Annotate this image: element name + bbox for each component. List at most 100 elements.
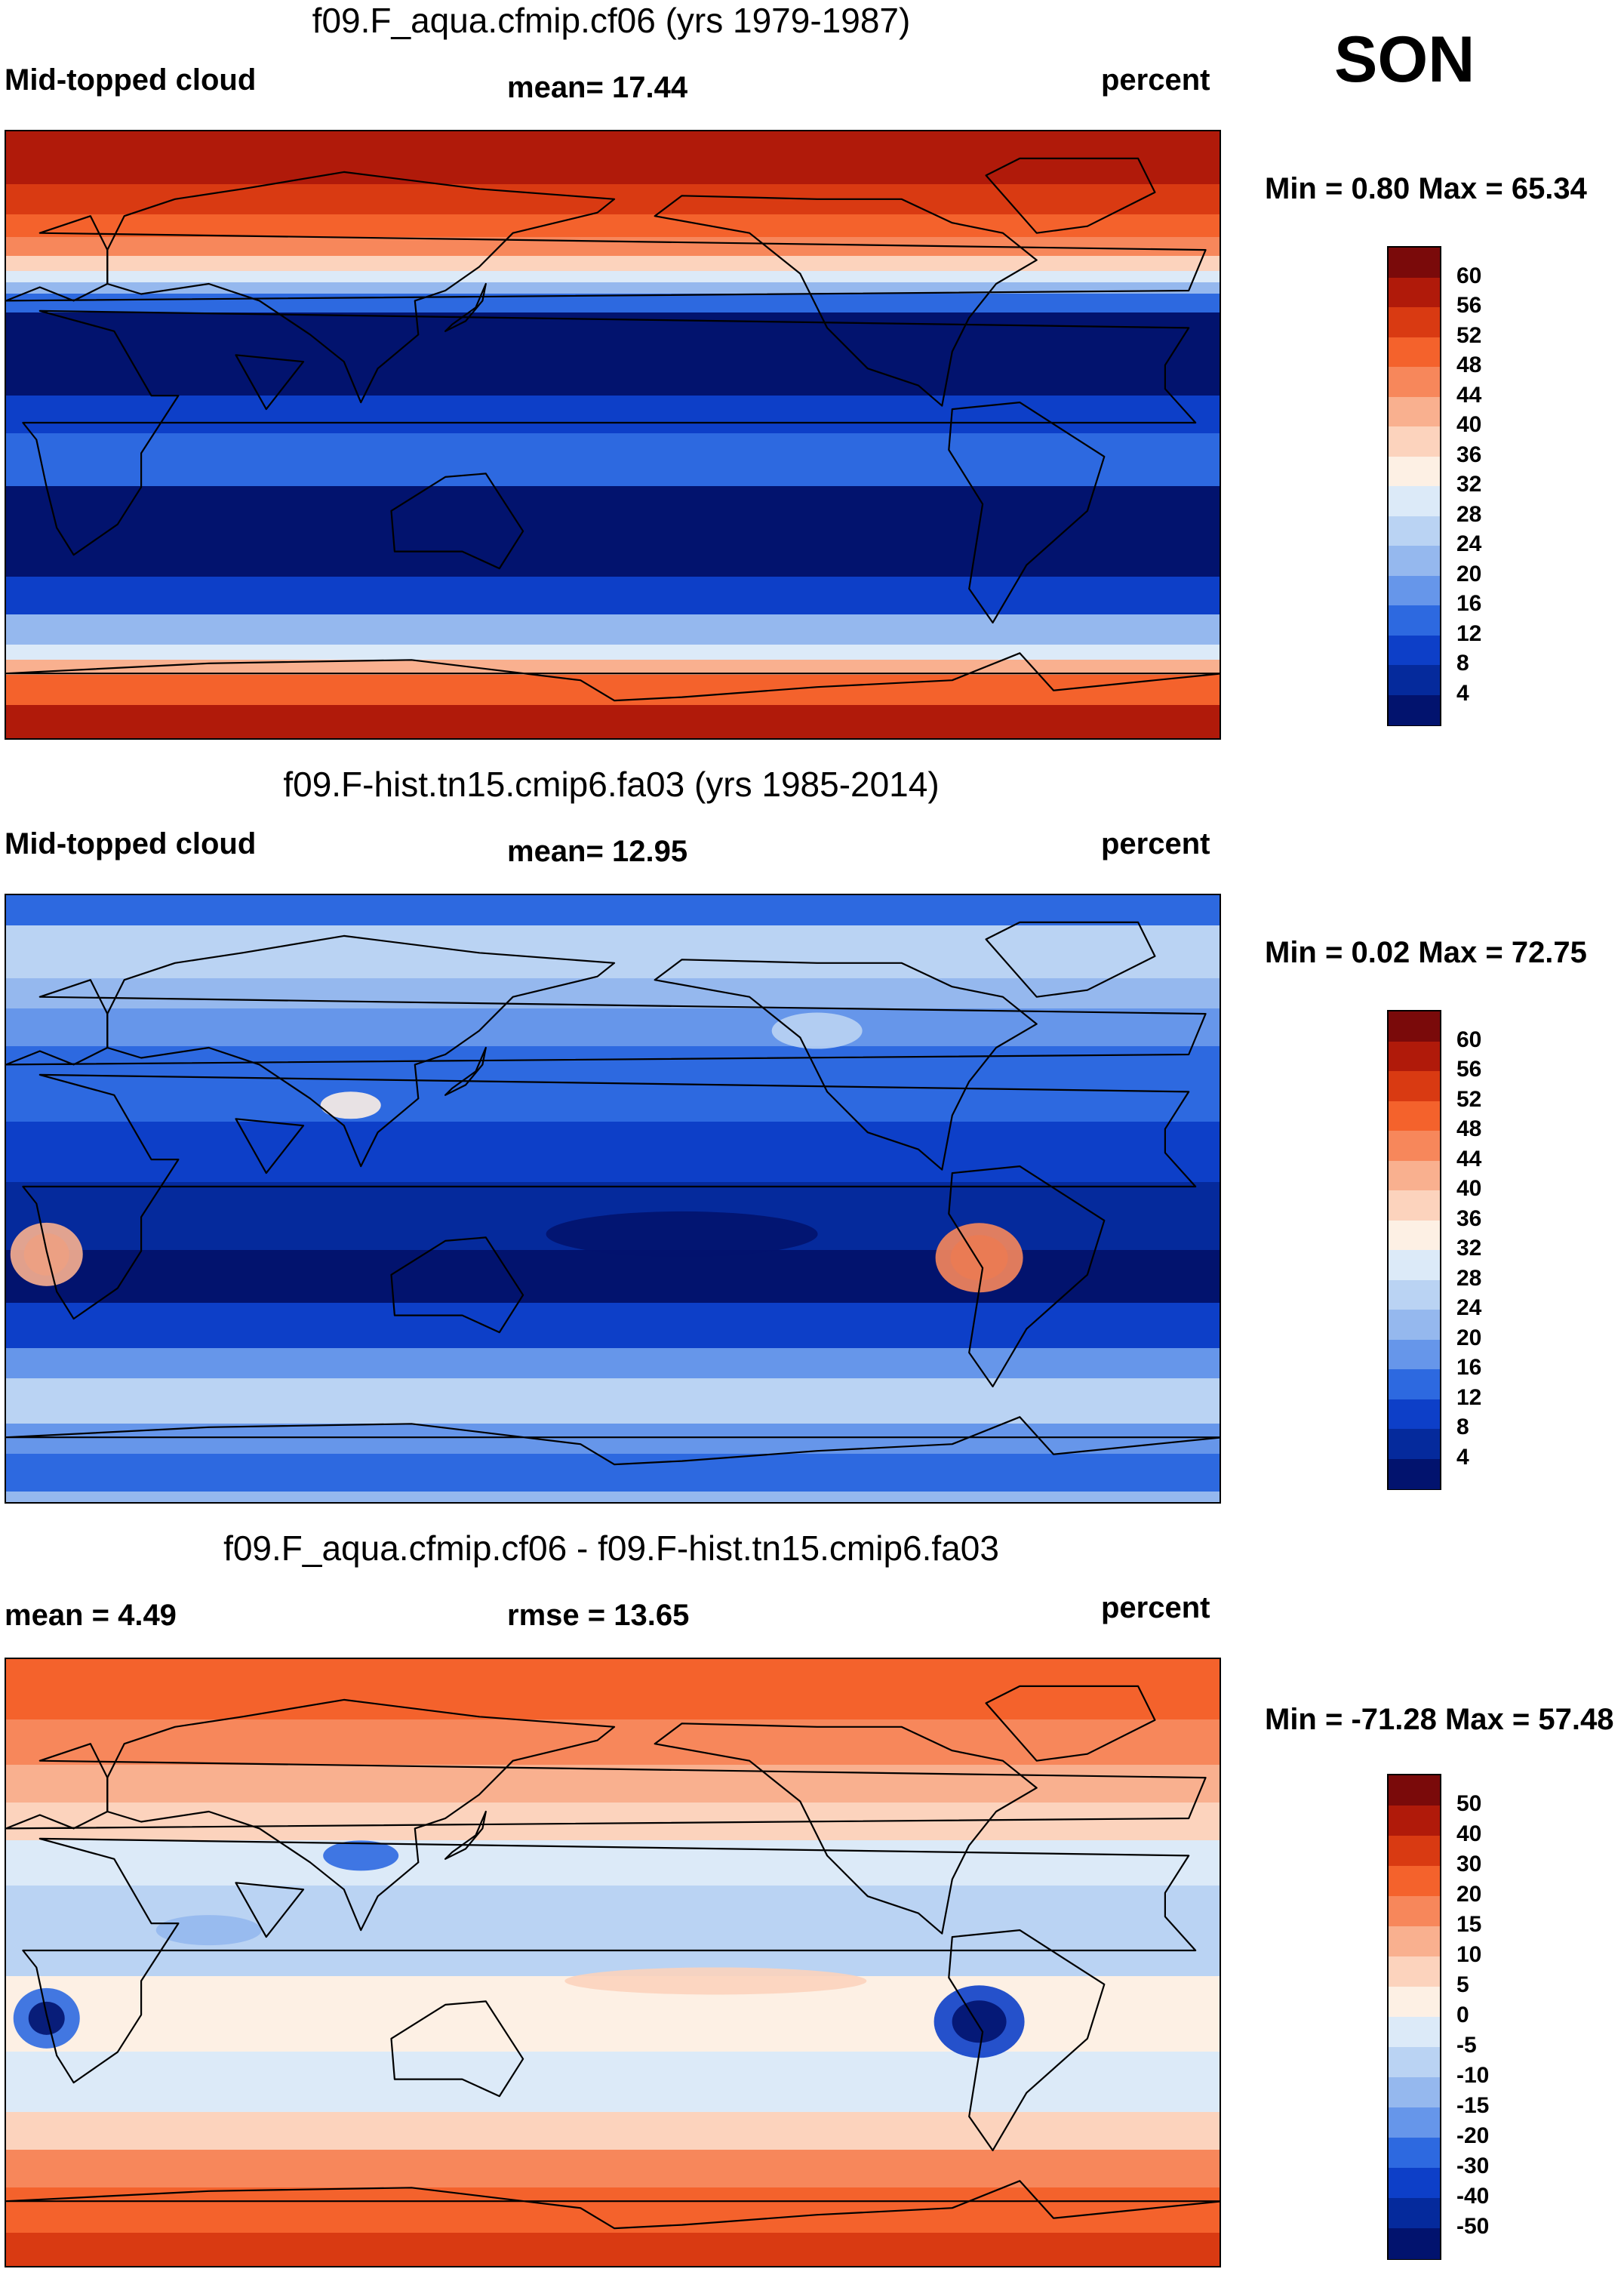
continent-outline [654, 1722, 1038, 1935]
colorbar-swatch [1389, 1956, 1440, 1987]
colorbar-swatch [1389, 1101, 1440, 1131]
colorbar-tick-label: 10 [1456, 1942, 1482, 1967]
colorbar-tick-label: 16 [1456, 591, 1482, 616]
colorbar-swatch [1389, 1369, 1440, 1400]
continent-outline [22, 309, 1197, 556]
contour-anomaly [546, 1211, 818, 1257]
continent-outline [948, 402, 1106, 624]
continent-outline [985, 921, 1156, 998]
contour-band [6, 1250, 1220, 1304]
contour-band [6, 214, 1220, 238]
colorbar-tick-label: 24 [1456, 531, 1482, 556]
contour-band [6, 294, 1220, 313]
colorbar-swatch [1389, 1041, 1440, 1072]
colorbar-swatch [1389, 2138, 1440, 2169]
continent-outline [444, 1810, 487, 1860]
contour-band [6, 271, 1220, 283]
colorbar-swatch [1389, 248, 1440, 279]
panel-1-variable-label: Mid-topped cloud [5, 63, 257, 97]
continent-outline [22, 1837, 1197, 2084]
continent-outline [985, 157, 1156, 234]
colorbar-tick-label: -5 [1456, 2033, 1477, 2058]
colorbar-swatch [1389, 2198, 1440, 2229]
continent-outline [6, 1743, 1207, 1830]
colorbar-tick-label: 30 [1456, 1852, 1482, 1876]
panel-1-min-max: Min = 0.80 Max = 65.34 [1265, 172, 1587, 205]
colorbar-swatch [1389, 2017, 1440, 2048]
colorbar-swatch [1389, 307, 1440, 338]
colorbar-swatch [1389, 546, 1440, 577]
colorbar-swatch [1389, 1399, 1440, 1430]
contour-band [6, 1348, 1220, 1379]
colorbar-tick-label: 60 [1456, 263, 1482, 288]
panel-3-mean-label: mean = 4.49 [5, 1599, 177, 1632]
contour-band [6, 1303, 1220, 1349]
colorbar-tick-label: 4 [1456, 680, 1469, 706]
colorbar-tick-label: 20 [1456, 1325, 1482, 1350]
contour-band [6, 1424, 1220, 1455]
colorbar-swatch [1389, 1429, 1440, 1460]
map-canvas [6, 131, 1220, 738]
continent-outline [106, 1698, 616, 1932]
colorbar-tick-label: 52 [1456, 322, 1482, 348]
continent-outline [985, 1685, 1156, 1762]
colorbar-swatch [1389, 694, 1440, 725]
colorbar-tick-label: 36 [1456, 442, 1482, 467]
panel-3-title: f09.F_aqua.cfmip.cf06 - f09.F-hist.tn15.… [223, 1529, 999, 1568]
colorbar-tick-label: -40 [1456, 2184, 1490, 2209]
panel-1-title: f09.F_aqua.cfmip.cf06 (yrs 1979-1987) [312, 1, 911, 40]
contour-band [6, 660, 1220, 676]
map-canvas [6, 895, 1220, 1502]
contour-band [6, 1454, 1220, 1492]
panel-2-colorbar [1387, 1010, 1441, 1490]
colorbar-tick-label: 40 [1456, 412, 1482, 437]
colorbar-tick-label: 8 [1456, 651, 1469, 676]
contour-anomaly [935, 1223, 1023, 1293]
continent-outline [6, 2180, 1220, 2230]
colorbar-swatch [1389, 1775, 1440, 1806]
panel-3-units-label: percent [1101, 1591, 1210, 1624]
colorbar-swatch [1389, 1806, 1440, 1836]
panel-2-map [5, 894, 1221, 1504]
contour-band [6, 2052, 1220, 2113]
colorbar-tick-label: -10 [1456, 2063, 1490, 2088]
contour-band [6, 1046, 1220, 1122]
panel-3-min-max: Min = -71.28 Max = 57.48 [1265, 1703, 1614, 1736]
colorbar-tick-label: 16 [1456, 1355, 1482, 1380]
colorbar-tick-label: 36 [1456, 1205, 1482, 1231]
contour-band [6, 282, 1220, 294]
colorbar-swatch [1389, 2168, 1440, 2199]
colorbar-tick-label: 48 [1456, 352, 1482, 377]
panel-2-variable-label: Mid-topped cloud [5, 827, 257, 860]
contour-band [6, 925, 1220, 979]
colorbar-swatch [1389, 1279, 1440, 1310]
continent-outline [390, 473, 524, 570]
panel-1-units-label: percent [1101, 63, 1210, 97]
colorbar-swatch [1389, 1339, 1440, 1370]
colorbar-swatch [1389, 605, 1440, 636]
contour-band [6, 2150, 1220, 2188]
colorbar-swatch [1389, 2077, 1440, 2108]
colorbar-tick-label: 32 [1456, 1236, 1482, 1261]
colorbar-tick-label: 32 [1456, 472, 1482, 497]
colorbar-swatch [1389, 486, 1440, 517]
colorbar-tick-label: 44 [1456, 382, 1482, 408]
colorbar-tick-label: 12 [1456, 620, 1482, 646]
colorbar-swatch [1389, 1987, 1440, 2018]
colorbar-swatch [1389, 1131, 1440, 1162]
season-label: SON [1334, 23, 1475, 96]
colorbar-tick-label: 15 [1456, 1912, 1482, 1937]
continent-outline [235, 354, 305, 411]
colorbar-tick-label: -30 [1456, 2153, 1490, 2178]
contour-band [6, 2233, 1220, 2266]
colorbar-swatch [1389, 277, 1440, 308]
continent-outline [6, 652, 1220, 702]
contour-band [6, 1122, 1220, 1183]
contour-band [6, 486, 1220, 577]
colorbar-tick-label: 48 [1456, 1116, 1482, 1141]
continent-outline [6, 215, 1207, 302]
colorbar-swatch [1389, 1866, 1440, 1897]
colorbar-swatch [1389, 575, 1440, 606]
colorbar-tick-label: 56 [1456, 293, 1482, 318]
panel-3-map [5, 1658, 1221, 2267]
